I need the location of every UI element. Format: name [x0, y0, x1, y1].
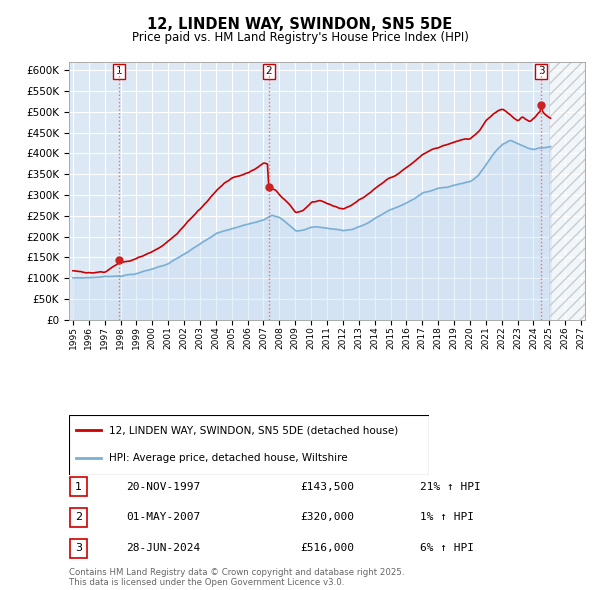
Text: 01-MAY-2007: 01-MAY-2007 [126, 513, 200, 522]
Text: 12, LINDEN WAY, SWINDON, SN5 5DE (detached house): 12, LINDEN WAY, SWINDON, SN5 5DE (detach… [109, 425, 398, 435]
FancyBboxPatch shape [70, 539, 87, 558]
Text: 12, LINDEN WAY, SWINDON, SN5 5DE: 12, LINDEN WAY, SWINDON, SN5 5DE [148, 17, 452, 31]
Text: £320,000: £320,000 [300, 513, 354, 522]
Text: 20-NOV-1997: 20-NOV-1997 [126, 482, 200, 491]
FancyBboxPatch shape [70, 508, 87, 527]
Text: 1: 1 [116, 66, 122, 76]
Text: HPI: Average price, detached house, Wiltshire: HPI: Average price, detached house, Wilt… [109, 453, 347, 463]
Text: Price paid vs. HM Land Registry's House Price Index (HPI): Price paid vs. HM Land Registry's House … [131, 31, 469, 44]
Bar [549, 62, 585, 320]
Text: £143,500: £143,500 [300, 482, 354, 491]
Text: 3: 3 [75, 543, 82, 553]
Text: 2: 2 [75, 513, 82, 522]
Text: 1% ↑ HPI: 1% ↑ HPI [420, 513, 474, 522]
Text: 6% ↑ HPI: 6% ↑ HPI [420, 543, 474, 553]
Text: 3: 3 [538, 66, 544, 76]
Bar [549, 62, 585, 320]
Text: 28-JUN-2024: 28-JUN-2024 [126, 543, 200, 553]
Text: £516,000: £516,000 [300, 543, 354, 553]
FancyBboxPatch shape [69, 415, 429, 475]
Text: Contains HM Land Registry data © Crown copyright and database right 2025.
This d: Contains HM Land Registry data © Crown c… [69, 568, 404, 587]
FancyBboxPatch shape [70, 477, 87, 496]
Text: 2: 2 [265, 66, 272, 76]
Text: 21% ↑ HPI: 21% ↑ HPI [420, 482, 481, 491]
Text: 1: 1 [75, 482, 82, 491]
